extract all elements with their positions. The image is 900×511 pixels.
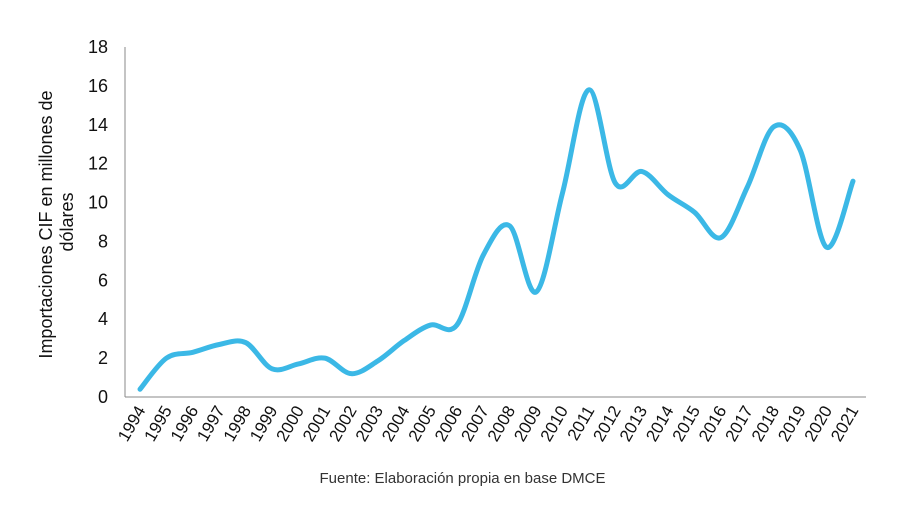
line-chart: Importaciones CIF en millones de dólares… [36,37,866,445]
y-tick-label: 10 [88,193,108,213]
y-tick-label: 18 [88,37,108,57]
source-note: Fuente: Elaboración propia en base DMCE [319,470,606,487]
x-tick-label: 2010 [537,403,572,445]
data-line [137,87,856,392]
y-tick-label: 2 [98,348,108,368]
y-tick-label: 0 [98,387,108,407]
y-tick-label: 16 [88,76,108,96]
y-axis-label: Importaciones CIF en millones de dólares [36,85,77,358]
y-tick-label: 4 [98,309,108,329]
y-tick-label: 12 [88,154,108,174]
y-tick-label: 6 [98,270,108,290]
y-tick-label: 14 [88,115,108,135]
y-tick-label: 8 [98,231,108,251]
x-tick-label: 2021 [827,403,862,445]
